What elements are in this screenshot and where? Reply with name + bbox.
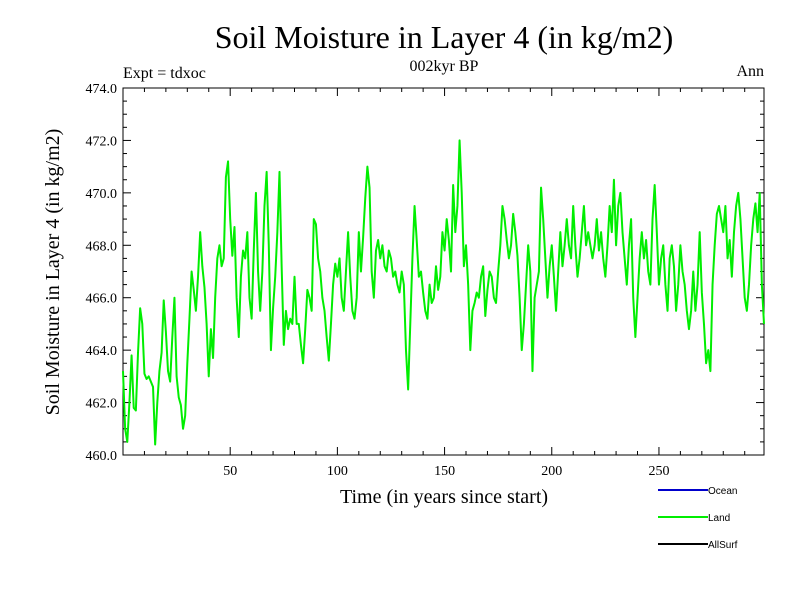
- plot-frame: [122, 87, 765, 456]
- x-axis: 50 100 150 200 250: [143, 88, 746, 479]
- x-tick-label: 200: [541, 464, 562, 479]
- y-axis: 460.0 462.0 464.0 466.0 468.0 470.0 472.0 474.0: [86, 82, 764, 464]
- y-tick-label: 464.0: [86, 344, 118, 359]
- period-label: Ann: [736, 63, 764, 80]
- legend: Ocean Land AllSurf: [658, 486, 738, 551]
- series-layer: [122, 139, 765, 446]
- y-tick-label: 460.0: [86, 449, 118, 464]
- series-line-land: [122, 139, 765, 446]
- legend-label-allsurf: AllSurf: [708, 540, 738, 551]
- chart-subtitle: 002kyr BP: [410, 58, 479, 75]
- legend-label-ocean: Ocean: [708, 486, 737, 497]
- chart-title: Soil Moisture in Layer 4 (in kg/m2): [215, 19, 674, 55]
- y-tick-label: 462.0: [86, 397, 118, 412]
- legend-label-land: Land: [708, 513, 730, 524]
- y-tick-label: 474.0: [86, 82, 118, 97]
- y-tick-label: 472.0: [86, 134, 118, 149]
- expt-label: Expt = tdxoc: [123, 65, 206, 82]
- x-tick-label: 250: [648, 464, 669, 479]
- x-tick-label: 100: [327, 464, 348, 479]
- y-tick-label: 468.0: [86, 239, 118, 254]
- x-axis-label: Time (in years since start): [340, 486, 548, 508]
- x-tick-label: 50: [223, 464, 237, 479]
- plot-area: 460.0 462.0 464.0 466.0 468.0 470.0 472.0 474.0…: [86, 82, 765, 479]
- y-tick-label: 466.0: [86, 292, 118, 307]
- y-tick-label: 470.0: [86, 187, 118, 202]
- x-tick-label: 150: [434, 464, 455, 479]
- y-axis-label: Soil Moisture in Layer 4 (in kg/m2): [42, 129, 64, 416]
